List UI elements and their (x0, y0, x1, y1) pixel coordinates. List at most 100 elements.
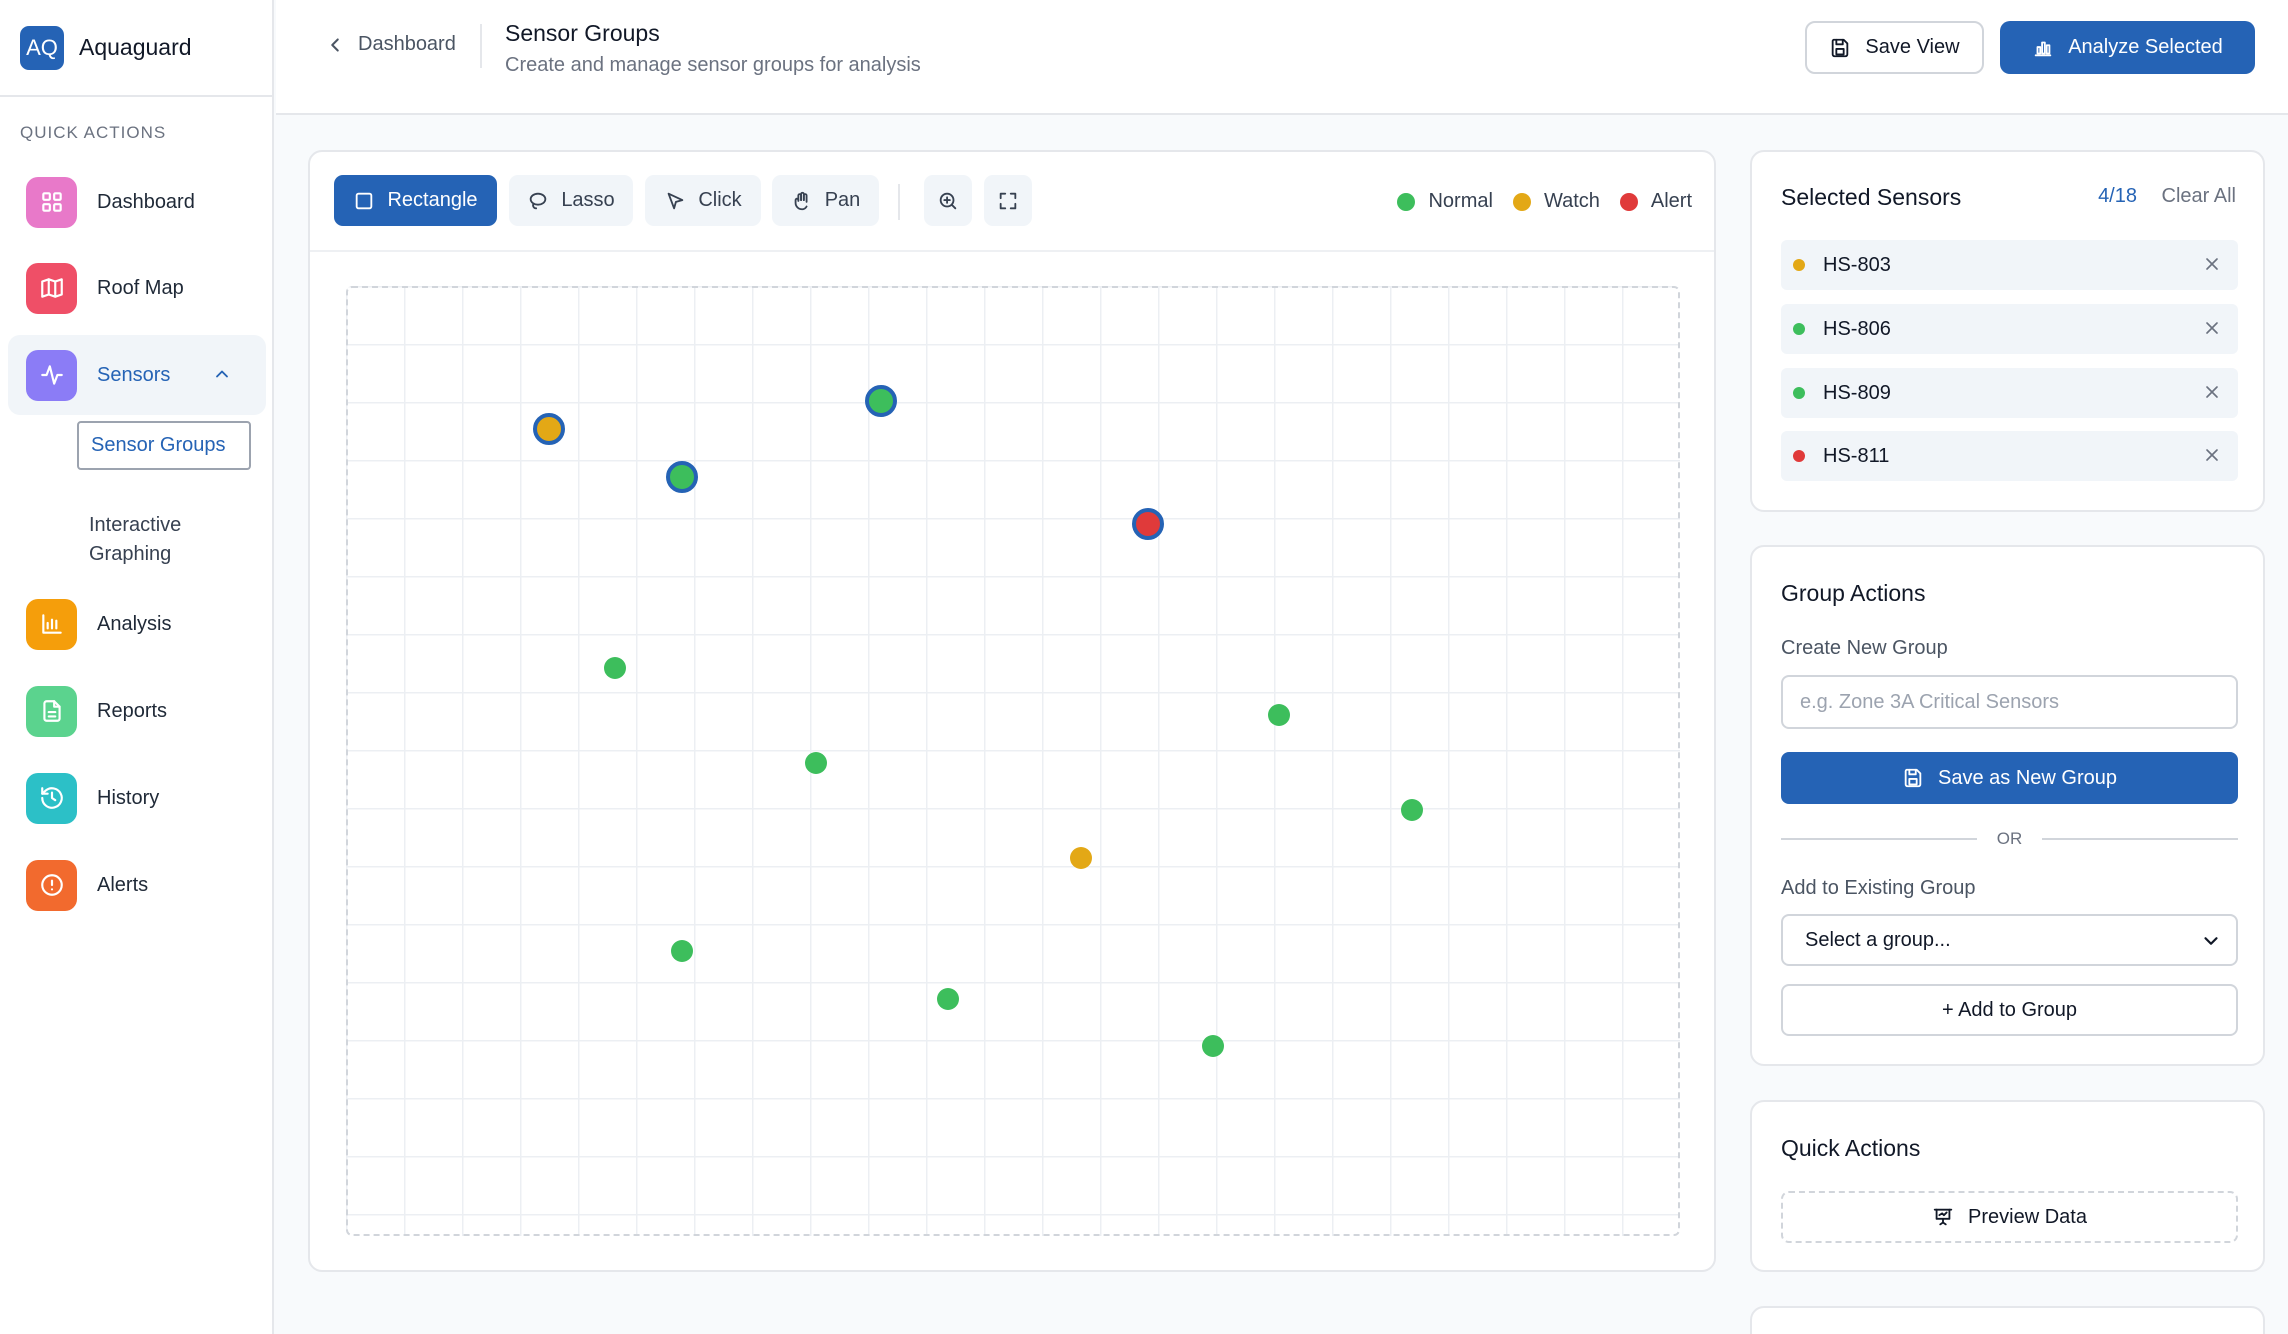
chevron-up-icon[interactable] (212, 364, 232, 384)
sensor-point-normal[interactable] (805, 752, 827, 774)
bar-chart-icon (2034, 41, 2052, 56)
group-name-input[interactable] (1781, 675, 2238, 729)
save-new-group-button[interactable]: Save as New Group (1781, 752, 2238, 804)
page-title: Sensor Groups (505, 20, 660, 46)
or-divider: OR (1781, 829, 2238, 849)
sidebar-item-label: Reports (97, 699, 168, 722)
tool-label: Rectangle (387, 189, 478, 211)
fit-view-button[interactable] (984, 175, 1032, 226)
zoom-in-button[interactable] (924, 175, 972, 226)
legend-item-normal: Normal (1397, 190, 1493, 213)
sidebar-item-history[interactable]: History (8, 758, 266, 838)
sensor-point-normal[interactable] (1268, 704, 1290, 726)
status-dot (1793, 323, 1805, 335)
save-view-button[interactable]: Save View (1805, 21, 1984, 74)
sidebar-item-label: Analysis (97, 612, 172, 635)
chevron-left-icon (331, 37, 339, 52)
existing-group-label: Add to Existing Group (1781, 877, 1976, 899)
maximize-icon (999, 192, 1017, 209)
sidebar-item-label: Sensors (97, 363, 171, 386)
file-text-icon (26, 685, 77, 737)
presentation-chart-icon (1933, 1208, 1953, 1226)
tool-label: Lasso (561, 189, 615, 211)
sidebar-subitem-interactive-graphing[interactable]: Interactive Graphing (89, 514, 182, 565)
sensor-point-normal[interactable] (937, 988, 959, 1010)
save-new-group-label: Save as New Group (1938, 766, 2117, 789)
sensor-id: HS-809 (1823, 381, 1891, 404)
back-link[interactable]: Dashboard (324, 33, 456, 56)
selected-sensor-row[interactable]: HS-803 (1781, 240, 2238, 290)
tool-click[interactable]: Click (645, 175, 761, 226)
quick-actions-heading: QUICK ACTIONS (20, 123, 167, 142)
close-icon[interactable] (2202, 318, 2222, 338)
sensor-id: HS-806 (1823, 317, 1891, 340)
sidebar-subitem-sensor-groups[interactable]: Sensor Groups (77, 421, 251, 470)
legend-label: Normal (1428, 190, 1493, 212)
selected-sensor-row[interactable]: HS-809 (1781, 368, 2238, 418)
alert-circle-icon (26, 859, 77, 911)
close-icon[interactable] (2202, 382, 2222, 402)
create-group-label: Create New Group (1781, 637, 1948, 659)
tool-lasso[interactable]: Lasso (509, 175, 633, 226)
sidebar-item-alerts[interactable]: Alerts (8, 845, 266, 925)
sensor-point-normal-selected[interactable] (865, 385, 897, 417)
next-card (1750, 1306, 2265, 1334)
app-name: Aquaguard (79, 34, 192, 60)
sidebar-item-reports[interactable]: Reports (8, 671, 266, 751)
brand[interactable]: AQ Aquaguard (0, 0, 272, 97)
preview-data-button[interactable]: Preview Data (1781, 1191, 2238, 1243)
sensor-id: HS-811 (1823, 444, 1890, 467)
bar-chart-icon (26, 598, 77, 650)
tool-label: Click (698, 189, 742, 211)
save-view-label: Save View (1865, 36, 1960, 58)
selected-sensor-row[interactable]: HS-806 (1781, 304, 2238, 354)
sensor-point-normal[interactable] (604, 657, 626, 679)
sidebar-item-sensors[interactable]: Sensors (8, 335, 266, 415)
sensor-point-normal-selected[interactable] (666, 461, 698, 493)
selection-canvas-card: Rectangle Lasso Click Pan Normal Watch A… (308, 150, 1716, 1272)
close-icon[interactable] (2202, 254, 2222, 274)
sensor-point-normal[interactable] (1401, 799, 1423, 821)
sidebar: AQ Aquaguard QUICK ACTIONS Dashboard Roo… (0, 0, 274, 1334)
add-to-group-button[interactable]: + Add to Group (1781, 984, 2238, 1036)
sidebar-item-label: Roof Map (97, 276, 184, 299)
lasso-icon (530, 192, 547, 209)
sidebar-item-analysis[interactable]: Analysis (8, 584, 266, 664)
history-icon (26, 772, 77, 824)
sidebar-item-label: Alerts (97, 873, 149, 896)
selected-count: 4/18 (2098, 185, 2137, 207)
sensor-plot-area[interactable] (346, 286, 1680, 1236)
or-label: OR (1996, 829, 2023, 848)
clear-all-button[interactable]: Clear All (2161, 185, 2236, 207)
existing-group-select[interactable]: Select a group... (1781, 914, 2238, 966)
sensor-point-watch-selected[interactable] (533, 413, 565, 445)
select-value: Select a group... (1805, 928, 1951, 951)
sidebar-item-roof-map[interactable]: Roof Map (8, 248, 266, 328)
selected-sensor-row[interactable]: HS-811 (1781, 431, 2238, 481)
group-actions-card: Group Actions Create New Group Save as N… (1750, 545, 2265, 1066)
sensor-point-alert-selected[interactable] (1132, 508, 1164, 540)
hand-icon (794, 191, 808, 210)
legend-dot (1619, 192, 1638, 211)
status-legend: Normal Watch Alert (1377, 190, 1692, 213)
sensor-id: HS-803 (1823, 253, 1891, 276)
activity-icon (26, 349, 77, 401)
close-icon[interactable] (2202, 445, 2222, 465)
tool-pan[interactable]: Pan (772, 175, 879, 226)
toolbar-divider (898, 184, 900, 220)
legend-item-alert: Alert (1619, 190, 1692, 213)
legend-dot (1397, 192, 1416, 211)
pointer-icon (667, 192, 684, 209)
map-icon (26, 262, 77, 314)
preview-data-label: Preview Data (1968, 1205, 2087, 1228)
sidebar-item-dashboard[interactable]: Dashboard (8, 162, 266, 242)
tool-rectangle[interactable]: Rectangle (334, 175, 497, 226)
zoom-in-icon (939, 192, 957, 209)
sensor-point-normal[interactable] (1202, 1035, 1224, 1057)
selected-sensors-title: Selected Sensors (1781, 184, 1962, 210)
quick-actions-title: Quick Actions (1781, 1135, 1921, 1161)
sensor-point-watch[interactable] (1070, 847, 1092, 869)
analyze-selected-button[interactable]: Analyze Selected (2000, 21, 2255, 74)
square-icon (356, 192, 373, 209)
sensor-point-normal[interactable] (671, 940, 693, 962)
